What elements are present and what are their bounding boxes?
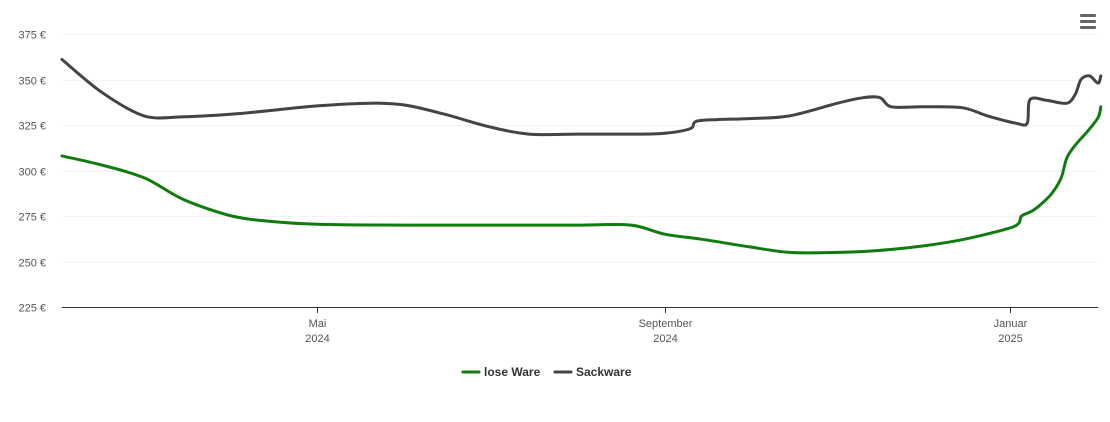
- x-tick-label-month: Mai: [309, 318, 327, 330]
- hamburger-icon-bottom: [1080, 26, 1096, 29]
- y-tick-label: 350 €: [18, 76, 46, 88]
- x-tick-label-month: September: [639, 318, 693, 330]
- x-tick-label-year: 2024: [305, 333, 329, 345]
- y-tick-label: 250 €: [18, 258, 46, 270]
- y-tick-label: 375 €: [18, 30, 46, 42]
- y-tick-label: 275 €: [18, 212, 46, 224]
- x-tick-label-year: 2024: [653, 333, 677, 345]
- legend-label: Sackware: [576, 365, 632, 379]
- legend-label: lose Ware: [484, 365, 541, 379]
- hamburger-icon: [1080, 14, 1096, 17]
- x-tick-label-year: 2025: [998, 333, 1022, 345]
- y-tick-label: 325 €: [18, 121, 46, 133]
- chart-menu-button[interactable]: [1076, 10, 1100, 32]
- y-tick-label: 225 €: [18, 303, 46, 315]
- series-line-lose-ware: [60, 105, 1103, 255]
- x-tick-label-month: Januar: [994, 318, 1028, 330]
- y-tick-label: 300 €: [18, 167, 46, 179]
- series-line-sackware: [60, 58, 1103, 137]
- hamburger-icon-middle: [1080, 20, 1096, 23]
